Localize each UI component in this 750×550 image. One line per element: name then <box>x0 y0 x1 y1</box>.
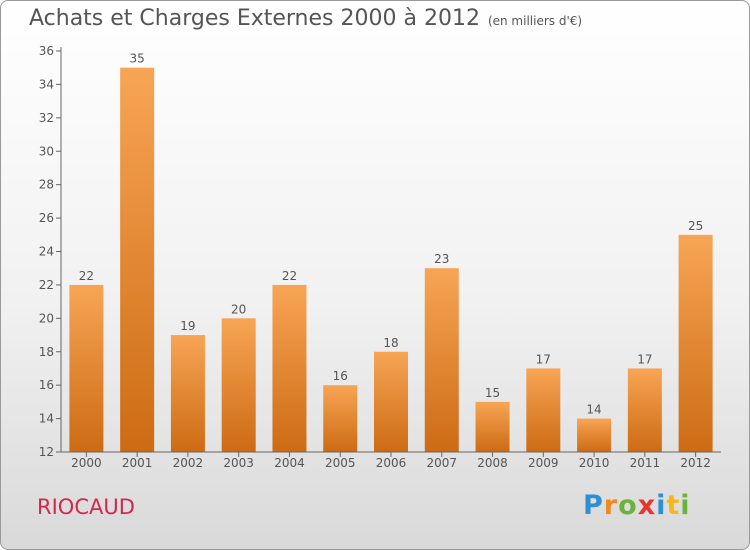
y-tick-label-30: 30 <box>39 144 54 158</box>
bar-2007 <box>424 268 459 452</box>
y-tick-label-12: 12 <box>39 445 54 459</box>
proxiti-logo[interactable]: Proxiti <box>583 490 691 521</box>
y-tick-label-28: 28 <box>39 178 54 192</box>
bar-2009 <box>526 368 561 452</box>
data-label-2012: 25 <box>688 219 703 233</box>
bar-2010 <box>577 418 612 452</box>
logo-letter: o <box>618 490 638 521</box>
x-tick-label-2012: 2012 <box>680 456 711 470</box>
x-tick-label-2008: 2008 <box>477 456 508 470</box>
logo-letter: r <box>603 490 619 521</box>
x-tick-label-2001: 2001 <box>122 456 153 470</box>
data-label-2010: 14 <box>586 403 601 417</box>
data-label-2004: 22 <box>282 269 297 283</box>
bar-2000 <box>69 284 104 452</box>
x-tick-label-2010: 2010 <box>579 456 610 470</box>
logo-letter: i <box>656 490 667 521</box>
data-label-2003: 20 <box>231 302 246 316</box>
y-tick-label-18: 18 <box>39 345 54 359</box>
y-tick-label-20: 20 <box>39 311 54 325</box>
x-tick-label-2002: 2002 <box>173 456 204 470</box>
y-tick-label-16: 16 <box>39 378 54 392</box>
bar-2005 <box>323 385 358 452</box>
data-label-2008: 15 <box>485 386 500 400</box>
y-tick-label-22: 22 <box>39 278 54 292</box>
x-tick-label-2004: 2004 <box>274 456 305 470</box>
data-label-2011: 17 <box>637 352 652 366</box>
y-tick-label-26: 26 <box>39 211 54 225</box>
data-label-2002: 19 <box>180 319 195 333</box>
y-tick-label-14: 14 <box>39 412 54 426</box>
x-tick-label-2007: 2007 <box>426 456 457 470</box>
bar-2008 <box>475 401 510 452</box>
data-label-2000: 22 <box>79 269 94 283</box>
bar-2011 <box>627 368 662 452</box>
data-label-2009: 17 <box>536 352 551 366</box>
y-tick-label-32: 32 <box>39 111 54 125</box>
title-text: Achats et Charges Externes 2000 à 2012 <box>29 6 480 31</box>
logo-letter: i <box>680 490 691 521</box>
bar-2004 <box>272 284 307 452</box>
bar-2006 <box>374 351 408 452</box>
x-tick-label-2009: 2009 <box>528 456 559 470</box>
unit-label: (en milliers d'€) <box>487 14 583 28</box>
bar-2003 <box>221 318 256 452</box>
town-name: RIOCAUD <box>37 495 135 519</box>
x-tick-label-2000: 2000 <box>71 456 102 470</box>
logo-letter: t <box>666 490 681 521</box>
bar-2012 <box>678 234 713 452</box>
logo-letter: P <box>583 490 604 521</box>
chart-title: Achats et Charges Externes 2000 à 2012 (e… <box>29 6 582 31</box>
x-tick-label-2003: 2003 <box>223 456 254 470</box>
x-tick-label-2011: 2011 <box>630 456 661 470</box>
logo-letter: x <box>637 490 657 521</box>
data-label-2007: 23 <box>434 252 449 266</box>
data-label-2001: 35 <box>130 52 145 66</box>
y-tick-label-34: 34 <box>39 77 54 91</box>
bar-2001 <box>120 67 155 452</box>
bar-2002 <box>170 335 205 452</box>
data-label-2006: 18 <box>383 336 398 350</box>
x-tick-label-2005: 2005 <box>325 456 356 470</box>
data-label-2005: 16 <box>333 369 348 383</box>
x-tick-label-2006: 2006 <box>376 456 407 470</box>
y-tick-label-36: 36 <box>39 44 54 58</box>
y-tick-label-24: 24 <box>39 245 54 259</box>
